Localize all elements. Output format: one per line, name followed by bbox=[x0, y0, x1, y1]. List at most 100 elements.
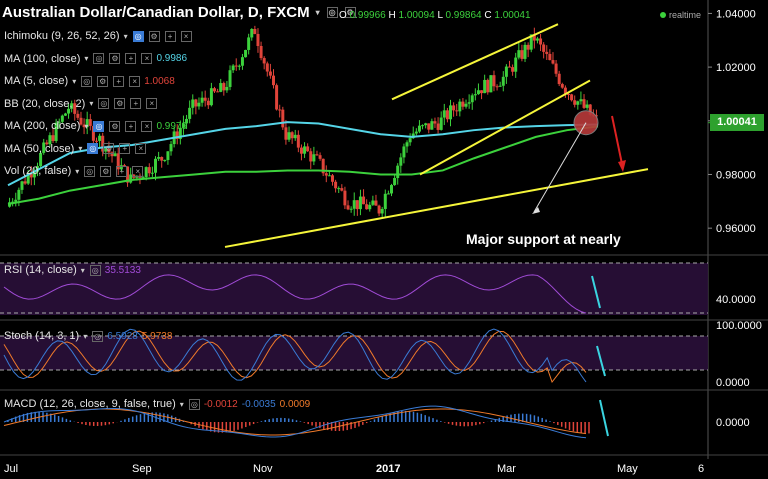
indicator-legend-row[interactable]: BB (20, close, 2) ▾ ◎ ⚙ + × bbox=[4, 98, 158, 110]
candle-body bbox=[154, 158, 157, 173]
close-icon[interactable]: × bbox=[141, 120, 153, 132]
candle-body bbox=[278, 109, 282, 111]
plus-icon[interactable]: + bbox=[164, 30, 176, 42]
close-icon[interactable]: × bbox=[129, 75, 141, 87]
chevron-down-icon[interactable]: ▾ bbox=[84, 54, 89, 63]
eye-icon[interactable]: ◎ bbox=[93, 53, 105, 64]
eye-icon[interactable]: ◎ bbox=[87, 143, 99, 154]
indicator-legend-row[interactable]: MA (5, close) ▾ ◎ ⚙ + × 1.0068 bbox=[4, 75, 175, 87]
y-tick-label: 1.02000 bbox=[716, 62, 756, 74]
candle-body bbox=[200, 97, 204, 103]
settings-icon[interactable]: ⚙ bbox=[148, 30, 160, 42]
rsi-tick-label: 40.0000 bbox=[716, 294, 756, 306]
candle-body bbox=[408, 138, 412, 143]
plus-icon[interactable]: + bbox=[125, 53, 137, 64]
close-icon[interactable]: × bbox=[141, 53, 153, 64]
candle-body bbox=[213, 88, 216, 92]
close-icon[interactable]: × bbox=[135, 143, 147, 154]
eye-icon[interactable]: ◎ bbox=[132, 30, 144, 42]
candle-body bbox=[29, 173, 33, 178]
candle-body bbox=[573, 100, 577, 105]
candle-body bbox=[551, 60, 555, 64]
candle-body bbox=[417, 125, 421, 132]
candle-body bbox=[514, 57, 518, 72]
eye-icon[interactable]: ◎ bbox=[84, 165, 96, 177]
candle-body bbox=[206, 100, 210, 106]
support-pointer-line bbox=[533, 122, 587, 213]
eye-icon[interactable]: ◎ bbox=[188, 398, 200, 410]
indicator-label: MA (100, close) bbox=[4, 52, 81, 65]
candle-body bbox=[321, 158, 325, 174]
chevron-down-icon[interactable]: ▾ bbox=[315, 8, 320, 17]
settings-icon[interactable]: ⚙ bbox=[100, 165, 112, 177]
close-icon[interactable]: × bbox=[180, 30, 192, 42]
chevron-down-icon[interactable]: ▾ bbox=[72, 76, 77, 86]
candle-body bbox=[343, 190, 347, 206]
indicator-legend-row[interactable]: MA (100, close) ▾ ◎ ⚙ + × 0.9986 bbox=[4, 53, 187, 65]
eye-icon[interactable]: ◎ bbox=[92, 330, 104, 342]
candle-body bbox=[498, 85, 502, 87]
candle-body bbox=[222, 83, 226, 91]
candle-body bbox=[17, 189, 21, 200]
indicator-legend-row[interactable]: MA (200, close) ▾ ◎ ⚙ + × 0.9979 bbox=[4, 120, 187, 132]
eye-icon[interactable]: ◎ bbox=[93, 120, 105, 132]
candle-body bbox=[293, 134, 297, 139]
plus-icon[interactable]: + bbox=[130, 98, 142, 109]
x-tick-label: 6 bbox=[698, 463, 704, 475]
candle-body bbox=[427, 123, 431, 130]
candle-body bbox=[129, 174, 133, 183]
arrow-head-icon bbox=[532, 207, 540, 214]
settings-icon[interactable]: ⚙ bbox=[103, 143, 115, 154]
settings-icon[interactable]: ⚙ bbox=[114, 98, 126, 109]
ma100-line bbox=[7, 121, 599, 187]
candle-body bbox=[160, 157, 164, 161]
candle-body bbox=[523, 44, 527, 59]
candle-body bbox=[144, 167, 148, 178]
indicator-legend-row[interactable]: Ichimoku (9, 26, 52, 26) ▾ ◎ ⚙ + × bbox=[4, 30, 192, 42]
candle-body bbox=[113, 153, 117, 157]
candle-body bbox=[461, 101, 465, 107]
indicator-legend-row[interactable]: MA (50, close) ▾ ◎ ⚙ + × bbox=[4, 143, 147, 155]
candle-body bbox=[138, 175, 142, 178]
candle-body bbox=[225, 86, 229, 91]
candle-body bbox=[216, 91, 220, 93]
down-arrow-cyan bbox=[591, 275, 601, 309]
chevron-down-icon[interactable]: ▾ bbox=[78, 144, 83, 153]
candle-body bbox=[240, 57, 244, 66]
close-icon[interactable]: × bbox=[132, 165, 144, 177]
chevron-down-icon[interactable]: ▾ bbox=[75, 166, 80, 176]
candle-body bbox=[98, 135, 102, 141]
close-icon[interactable]: × bbox=[146, 98, 158, 109]
settings-icon[interactable]: ⚙ bbox=[344, 7, 356, 18]
settings-icon[interactable]: ⚙ bbox=[109, 120, 121, 132]
candle-body bbox=[26, 173, 30, 184]
indicator-legend-row[interactable]: Vol (20, false) ▾ ◎ ⚙ + × bbox=[4, 165, 144, 177]
chevron-down-icon[interactable]: ▾ bbox=[89, 99, 94, 108]
eye-icon[interactable]: ◎ bbox=[98, 98, 110, 109]
candle-body bbox=[39, 152, 43, 167]
candle-body bbox=[234, 65, 238, 67]
plus-icon[interactable]: + bbox=[119, 143, 131, 154]
candle-body bbox=[88, 119, 92, 126]
plus-icon[interactable]: + bbox=[113, 75, 125, 87]
candle-body bbox=[476, 90, 480, 95]
chevron-down-icon[interactable]: ▾ bbox=[84, 121, 89, 131]
chevron-down-icon[interactable]: ▾ bbox=[123, 31, 128, 41]
candle-body bbox=[495, 86, 499, 88]
candle-body bbox=[73, 103, 77, 114]
settings-icon[interactable]: ⚙ bbox=[109, 53, 121, 64]
plus-icon[interactable]: + bbox=[125, 120, 137, 132]
candle-body bbox=[150, 172, 154, 174]
arrow-head-icon bbox=[618, 160, 626, 172]
macd-line bbox=[3, 405, 587, 439]
eye-icon[interactable]: ◎ bbox=[89, 264, 101, 276]
plus-icon[interactable]: + bbox=[116, 165, 128, 177]
settings-icon[interactable]: ⚙ bbox=[97, 75, 109, 87]
eye-icon[interactable]: ◎ bbox=[326, 7, 338, 18]
candle-body bbox=[303, 146, 307, 154]
candle-body bbox=[185, 118, 189, 124]
eye-icon[interactable]: ◎ bbox=[81, 75, 93, 87]
candle-body bbox=[442, 110, 446, 118]
candle-body bbox=[91, 125, 95, 141]
candle-body bbox=[275, 85, 279, 110]
